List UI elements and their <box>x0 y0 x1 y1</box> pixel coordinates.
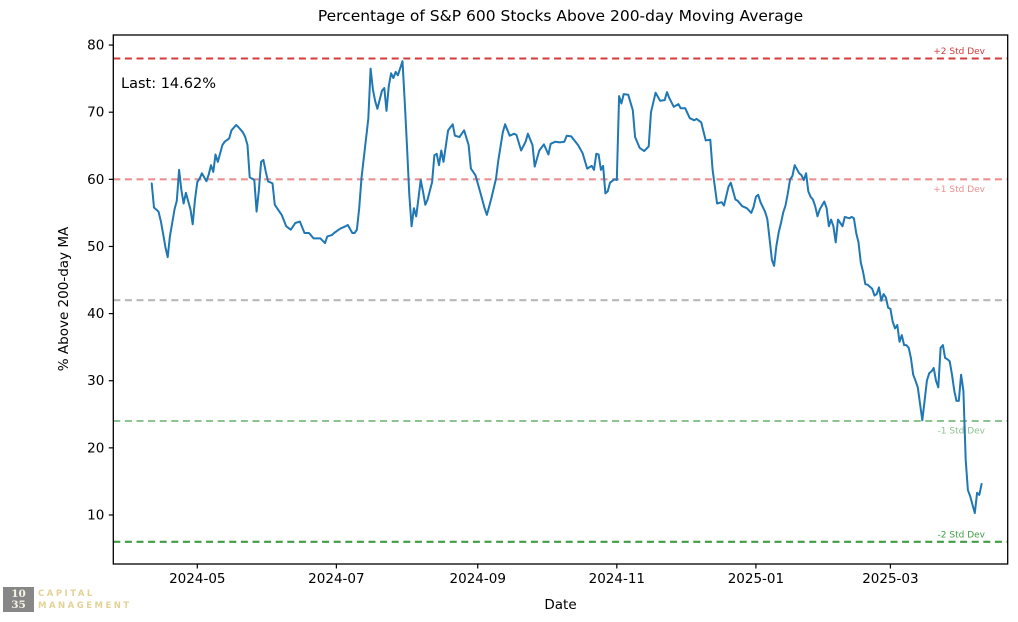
x-tick-label-2024-07: 2024-07 <box>308 571 364 587</box>
logo-box-top: 10 <box>11 587 26 600</box>
std-dev-label-plus-1-std: +1 Std Dev <box>933 185 985 195</box>
logo-box: 10 35 <box>3 587 34 612</box>
x-tick-label-2024-11: 2024-11 <box>589 571 645 587</box>
std-dev-label-minus-1-std: -1 Std Dev <box>938 427 986 437</box>
logo-wordmark: CAPITAL MANAGEMENT <box>38 587 132 612</box>
y-tick-label-80: 80 <box>87 38 104 54</box>
logo: 10 35 CAPITAL MANAGEMENT <box>3 587 132 612</box>
x-tick-label-2024-09: 2024-09 <box>450 571 506 587</box>
std-dev-label-plus-2-std: +2 Std Dev <box>933 47 985 57</box>
plot-frame <box>112 34 1009 565</box>
logo-wordmark-line2: MANAGEMENT <box>38 600 132 611</box>
x-tick-label-2024-05: 2024-05 <box>169 571 225 587</box>
series-line <box>150 60 983 514</box>
last-value-annotation: Last: 14.62% <box>121 76 216 92</box>
y-tick-label-70: 70 <box>87 105 104 121</box>
x-tick-label-2025-03: 2025-03 <box>862 571 918 587</box>
y-axis-label: % Above 200-day MA <box>56 226 72 372</box>
std-dev-label-minus-2-std: -2 Std Dev <box>938 530 986 540</box>
x-axis-label: Date <box>544 597 577 613</box>
y-tick-label-50: 50 <box>87 239 104 255</box>
y-tick-label-60: 60 <box>87 172 104 188</box>
chart-title: Percentage of S&P 600 Stocks Above 200-d… <box>317 7 804 25</box>
logo-box-bottom: 35 <box>11 598 26 611</box>
y-tick-label-40: 40 <box>87 306 104 322</box>
x-tick-label-2025-01: 2025-01 <box>728 571 784 587</box>
y-tick-label-10: 10 <box>87 507 104 523</box>
y-tick-label-20: 20 <box>87 440 104 456</box>
logo-wordmark-line1: CAPITAL <box>38 589 95 599</box>
y-tick-label-30: 30 <box>87 373 104 389</box>
